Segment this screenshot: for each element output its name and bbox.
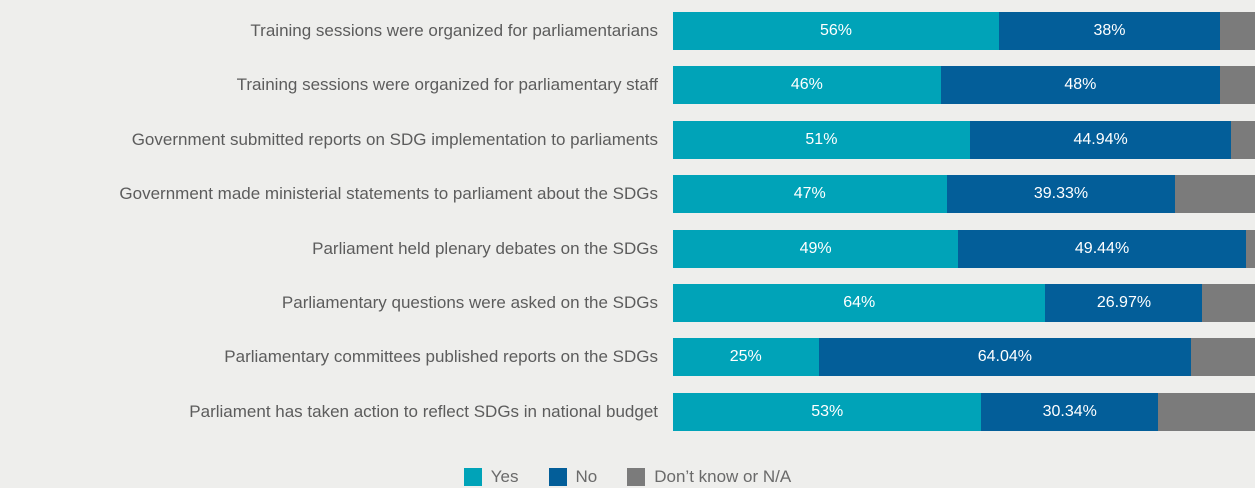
data-label: 53% — [811, 402, 844, 420]
bar-segment-no: 38% — [998, 12, 1221, 50]
data-label: 38% — [1093, 22, 1126, 39]
data-label: 48% — [1064, 76, 1097, 94]
data-label: 46% — [790, 76, 823, 94]
data-label: 26.97% — [1096, 294, 1152, 311]
bar-segment-yes: 46% — [673, 66, 941, 105]
category-label: Training sessions were organized for par… — [236, 75, 658, 95]
bar-row: Government submitted reports on SDG impl… — [0, 120, 1255, 159]
legend-swatch — [627, 468, 646, 486]
bar-segment-no: 30.34% — [981, 392, 1159, 431]
bar-track: 49% 49.44% — [673, 229, 1255, 268]
legend-item: Don’t know or N/A — [627, 467, 791, 487]
category-label: Training sessions were organized for par… — [250, 21, 658, 40]
bar-row: Training sessions were organized for par… — [0, 12, 1255, 50]
data-label: 47% — [793, 185, 826, 203]
data-label: 39.33% — [1033, 185, 1089, 203]
data-label: 56% — [819, 22, 852, 39]
bar-segment-yes: 56% — [673, 12, 999, 50]
bar-segment-yes: 47% — [673, 175, 947, 214]
data-label: 51% — [805, 130, 838, 148]
bar-row: Parliamentary committees published repor… — [0, 338, 1255, 377]
bar-segment-dont-know — [1158, 392, 1255, 431]
bar-segment-yes: 53% — [673, 392, 982, 431]
bar-segment-dont-know — [1220, 66, 1255, 105]
legend-swatch — [463, 468, 482, 486]
bar-segment-dont-know — [1220, 12, 1255, 50]
bar-segment-dont-know — [1175, 175, 1255, 214]
data-label: 25% — [729, 348, 762, 366]
bar-segment-no: 64.04% — [818, 338, 1192, 377]
bar-track: 25% 64.04% — [673, 338, 1255, 377]
data-label: 49% — [799, 239, 832, 257]
bar-row: Parliament has taken action to reflect S… — [0, 392, 1255, 431]
data-label: 64% — [843, 294, 876, 311]
bar-track: 51% 44.94% — [673, 120, 1255, 159]
legend-item: No — [548, 467, 598, 487]
category-label: Government made ministerial statements t… — [119, 184, 658, 204]
bar-segment-no: 48% — [940, 66, 1221, 105]
bar-segment-yes: 25% — [673, 338, 819, 377]
bar-track: 56% 38% — [673, 12, 1255, 50]
category-label: Parliament held plenary debates on the S… — [312, 238, 658, 258]
bar-segment-no: 39.33% — [946, 175, 1176, 214]
bar-row: Parliamentary questions were asked on th… — [0, 284, 1255, 322]
legend-swatch — [548, 468, 567, 486]
bar-segment-dont-know — [1202, 284, 1255, 322]
data-label: 49.44% — [1074, 239, 1130, 257]
bar-segment-yes: 49% — [673, 229, 959, 268]
bar-row: Government made ministerial statements t… — [0, 175, 1255, 214]
category-label: Parliamentary questions were asked on th… — [281, 293, 658, 312]
data-label: 64.04% — [977, 348, 1032, 366]
legend-label: Yes — [490, 467, 519, 486]
bar-segment-dont-know — [1191, 338, 1255, 377]
data-label: 30.34% — [1042, 402, 1097, 420]
bar-segment-dont-know — [1231, 120, 1255, 159]
legend-label: Don’t know or N/A — [654, 467, 792, 486]
bar-track: 46% 48% — [673, 66, 1255, 105]
bar-row: Training sessions were organized for par… — [0, 66, 1255, 105]
category-label: Government submitted reports on SDG impl… — [131, 129, 658, 149]
bar-track: 47% 39.33% — [673, 175, 1255, 214]
bar-segment-no: 26.97% — [1045, 284, 1203, 322]
bar-segment-yes: 64% — [673, 284, 1046, 322]
bar-track: 53% 30.34% — [673, 392, 1255, 431]
bar-segment-no: 49.44% — [958, 229, 1246, 268]
data-label: 44.94% — [1073, 130, 1128, 148]
bar-row: Parliament held plenary debates on the S… — [0, 229, 1255, 268]
legend-label: No — [575, 467, 598, 486]
category-label: Parliament has taken action to reflect S… — [189, 401, 658, 421]
chart-legend: Yes No Don’t know or N/A — [0, 466, 1255, 488]
bar-track: 64% 26.97% — [673, 284, 1255, 322]
bar-segment-dont-know — [1245, 229, 1255, 268]
category-label: Parliamentary committees published repor… — [224, 347, 658, 367]
legend-item: Yes — [463, 467, 519, 487]
bar-segment-no: 44.94% — [969, 120, 1232, 159]
bar-segment-yes: 51% — [673, 120, 970, 159]
